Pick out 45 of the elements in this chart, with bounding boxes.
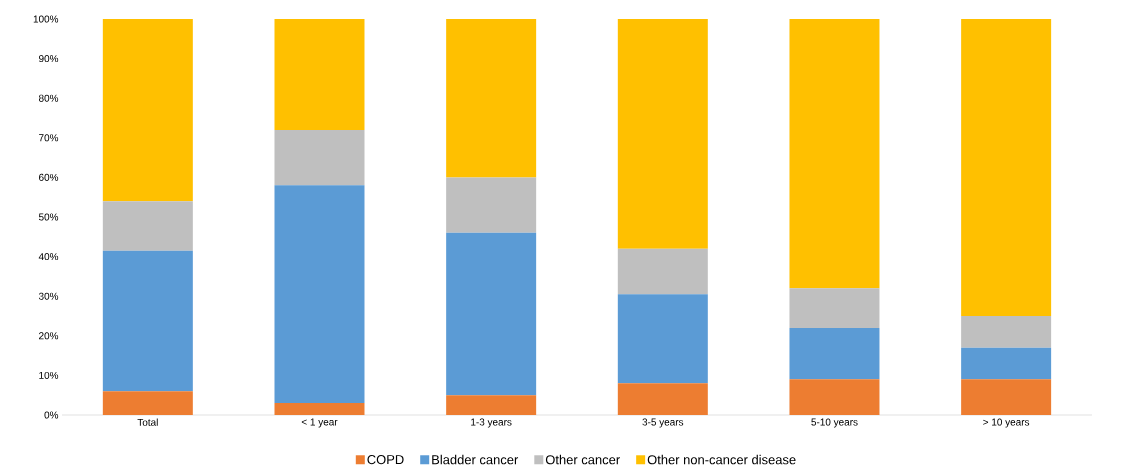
bar	[961, 316, 1052, 348]
y-tick-label: 90%	[39, 55, 59, 63]
bar	[617, 294, 708, 384]
y-tick-label: 70%	[39, 134, 59, 142]
bar	[446, 395, 537, 415]
bar	[961, 379, 1052, 415]
x-tick-label: < 1 year	[301, 418, 338, 428]
y-tick-label: 40%	[38, 253, 59, 261]
bar	[274, 185, 365, 404]
x-tick-label: > 10 years	[983, 418, 1030, 428]
bar	[617, 383, 708, 415]
bar	[789, 288, 880, 328]
y-tick-label: 50%	[38, 213, 59, 221]
y-tick-label: 30%	[38, 292, 59, 300]
x-tick-label: 5-10 years	[811, 418, 858, 428]
bar	[789, 19, 880, 289]
bar	[102, 19, 193, 202]
bar	[274, 19, 365, 130]
y-tick-label: 100%	[33, 15, 59, 23]
y-tick-label: 0%	[44, 411, 59, 419]
y-tick-label: 60%	[39, 173, 59, 181]
bar	[274, 129, 365, 186]
bar	[789, 327, 880, 380]
bar	[102, 201, 193, 251]
bar	[446, 232, 537, 396]
bar	[102, 391, 193, 415]
legend-label: COPD	[367, 454, 404, 465]
x-tick-label: 1-3 years	[471, 418, 512, 428]
y-tick-label: 20%	[39, 332, 59, 340]
bar	[789, 379, 880, 415]
bar	[446, 177, 537, 233]
y-tick-label: 80%	[38, 94, 59, 102]
bar	[617, 19, 708, 249]
bar	[961, 19, 1052, 316]
x-tick-label: Total	[137, 418, 158, 426]
legend-label: Bladder cancer	[432, 454, 519, 465]
bar	[102, 250, 193, 392]
bar	[617, 248, 708, 295]
bar	[961, 347, 1052, 380]
y-tick-label: 10%	[39, 371, 59, 379]
x-tick-label: 3-5 years	[642, 418, 684, 428]
legend-label: Other cancer	[545, 454, 620, 465]
legend-label: Other non-cancer disease	[647, 454, 796, 465]
bar	[274, 403, 365, 415]
bar	[446, 19, 537, 178]
